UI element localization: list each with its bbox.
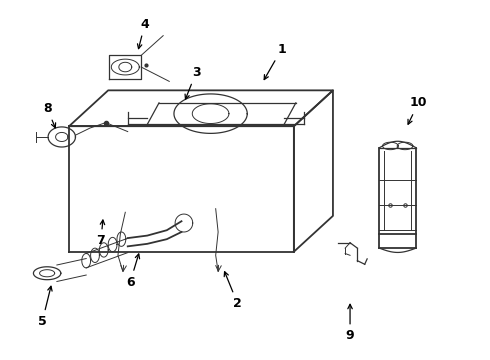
Text: 2: 2 [224,272,242,310]
Text: 3: 3 [185,66,200,99]
Text: 9: 9 [346,304,354,342]
Text: 8: 8 [43,102,55,128]
Text: 6: 6 [126,254,140,289]
Text: 7: 7 [97,220,105,247]
Text: 5: 5 [38,286,52,328]
Text: 1: 1 [264,42,286,80]
Text: 4: 4 [138,18,149,49]
Text: 10: 10 [408,96,427,124]
